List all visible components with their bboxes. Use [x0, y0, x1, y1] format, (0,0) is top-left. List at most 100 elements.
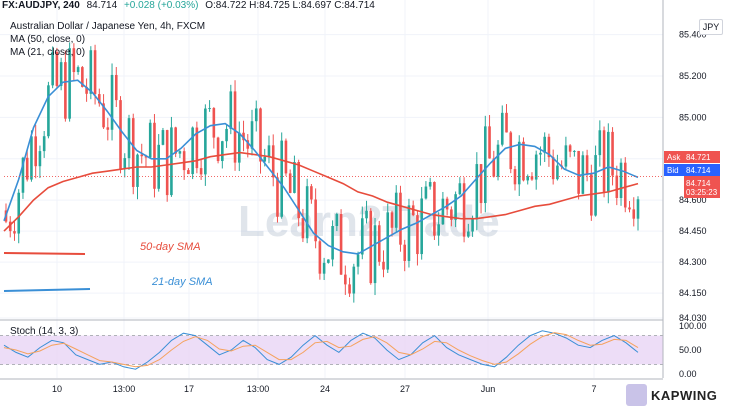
candle-body: [420, 198, 423, 255]
y-tick-label: 84.600: [679, 195, 707, 205]
candle-body: [93, 50, 97, 95]
candle-body: [471, 219, 474, 232]
candle-body: [293, 162, 296, 193]
candle-body: [233, 91, 237, 163]
candle-body: [212, 108, 216, 138]
candle-body: [373, 225, 377, 284]
x-tick-label: 27: [400, 384, 410, 394]
sma50-marker-line: [3, 252, 86, 255]
change: +0.028 (+0.03%): [123, 0, 199, 11]
stoch-tick-label: 100.00: [679, 321, 707, 331]
candle-body: [98, 94, 101, 104]
candle-body: [301, 218, 305, 239]
candle-body: [161, 130, 165, 145]
candle-body: [76, 67, 80, 73]
candle-body: [382, 261, 385, 270]
bid-tag-value-bg: [684, 164, 720, 176]
x-tick-label: 13:00: [247, 384, 270, 394]
candle-body: [246, 140, 250, 149]
candle-body: [237, 132, 241, 163]
x-tick-label: 13:00: [113, 384, 136, 394]
candle-body: [594, 155, 597, 216]
sma21-marker-line: [3, 288, 91, 292]
candle-body: [42, 136, 46, 152]
candle-body: [577, 150, 580, 194]
sma50-label: 50-day SMA: [140, 241, 201, 253]
ask-tag-value: 84.721: [686, 153, 711, 162]
candle-body: [348, 284, 351, 294]
candle-body: [492, 158, 496, 177]
candle-body: [437, 224, 440, 236]
candle-body: [496, 144, 500, 177]
candle-body: [68, 48, 71, 119]
bid-tag-label: Bid: [667, 166, 679, 175]
candle-body: [539, 152, 542, 155]
candle-body: [305, 186, 309, 239]
candle-body: [509, 132, 513, 170]
ask-tag: Ask 84.721: [664, 151, 720, 163]
candle-body: [611, 131, 614, 176]
candle-body: [310, 186, 313, 200]
ask-tag-value-bg: [684, 151, 720, 163]
candle-body: [34, 136, 37, 167]
candle-body: [564, 145, 568, 167]
candle-body: [322, 262, 326, 274]
candle-body: [174, 127, 177, 154]
x-tick-label: Jun: [481, 384, 496, 394]
x-tick-label: 17: [184, 384, 194, 394]
candle-body: [505, 112, 508, 133]
candle-body: [484, 126, 487, 204]
y-tick-label: 84.150: [679, 288, 707, 298]
candle-body: [119, 100, 122, 169]
ohlc: O:84.722 H:84.725 L:84.697 C:84.714: [205, 0, 375, 11]
candle-body: [64, 62, 67, 119]
candle-body: [170, 127, 173, 196]
candle-body: [51, 52, 54, 86]
candle-body: [331, 226, 334, 260]
candle-body: [182, 151, 186, 171]
candle-body: [450, 209, 453, 220]
candle-body: [522, 141, 525, 181]
candle-body: [127, 118, 131, 159]
candle-body: [221, 141, 224, 162]
candle-body: [250, 121, 254, 149]
countdown-value: 03:25:23: [686, 188, 718, 197]
currency-button[interactable]: JPY: [699, 19, 723, 35]
candle-body: [428, 182, 432, 187]
candle-body: [352, 266, 356, 294]
candle-body: [636, 199, 640, 219]
bid-tag-label-bg: [664, 164, 684, 176]
candle-body: [47, 85, 50, 137]
candle-body: [454, 194, 457, 220]
candle-body: [327, 259, 330, 263]
kapwing-logo-icon: [626, 384, 647, 406]
candle-body: [619, 162, 623, 198]
candle-body: [394, 192, 398, 228]
y-tick-label: 84.450: [679, 226, 707, 236]
candle-body: [607, 131, 610, 193]
candle-body: [254, 108, 258, 122]
stoch-tick-label: 50.00: [679, 345, 702, 355]
y-tick-label: 85.200: [679, 71, 707, 81]
candle-body: [335, 214, 339, 227]
candle-body: [479, 164, 483, 204]
candle-body: [424, 186, 428, 199]
candle-body: [386, 212, 390, 270]
candle-body: [114, 74, 118, 101]
candle-body: [30, 136, 33, 180]
candle-body: [615, 175, 619, 198]
candle-body: [556, 165, 559, 180]
ma50-line: [3, 151, 639, 232]
candle-body: [148, 122, 152, 158]
candle-body: [89, 50, 93, 94]
candle-body: [288, 173, 292, 193]
candle-body: [416, 215, 419, 255]
stoch-band: [0, 335, 663, 365]
candle-body: [136, 154, 139, 187]
legend-ma50: MA (50, close, 0): [10, 34, 86, 45]
y-tick-label: 84.300: [679, 257, 707, 267]
candle-body: [403, 244, 407, 261]
candle-body: [263, 156, 267, 162]
candle-body: [488, 126, 491, 159]
